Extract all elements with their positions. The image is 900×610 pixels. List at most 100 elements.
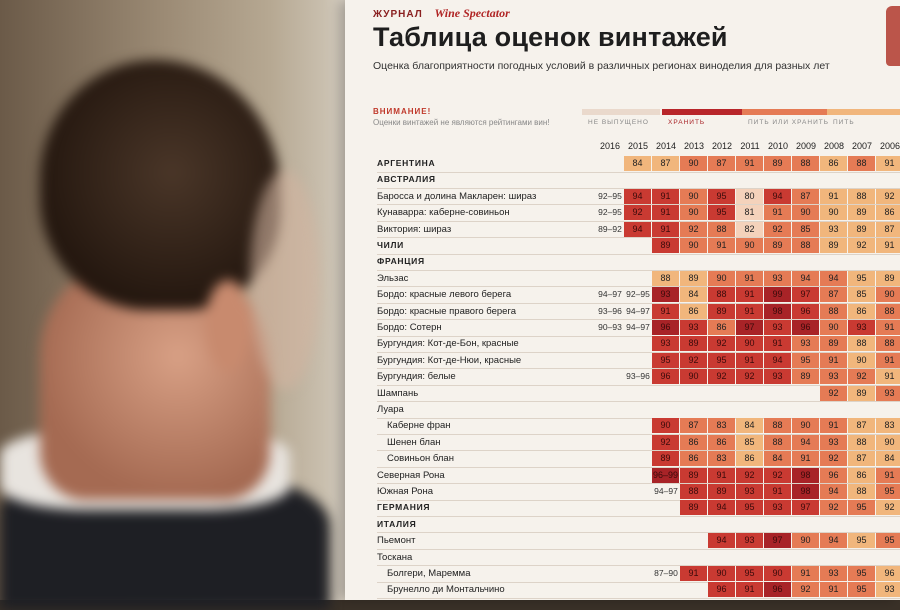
table-row: Брунелло ди Монтальчино969196929195939 [373,582,900,599]
color-legend: НЕ ВЫПУЩЕНО ХРАНИТЬ ПИТЬ ИЛИ ХРАНИТЬ ПИТЬ [582,109,900,133]
table-row: Шампань9289939 [373,385,900,403]
score-cell: 92 [764,467,791,483]
score-cell: 85 [848,287,875,303]
score-cell: 89 [764,238,791,253]
score-cell: 94 [764,188,791,204]
score-cell: 88 [652,270,679,286]
table-row: Шенен блан92868685889493889084 [373,434,900,452]
score-cell: 90 [820,205,847,221]
score-cell: 94 [792,270,819,286]
score-cell: 89–92 [598,223,622,234]
score-cell: 89 [652,238,679,253]
score-cell: 89 [680,336,707,352]
score-cell: 98 [792,467,819,483]
score-cell: 94 [764,352,791,368]
score-cell: 89 [820,238,847,253]
score-cell: 88 [764,434,791,450]
score-cell: 88 [848,434,875,450]
score-cell: 91 [820,352,847,368]
score-cell: 88 [764,418,791,434]
score-cell: 96 [652,320,679,335]
score-cell: 96 [792,303,819,319]
year-label: 2006 [879,141,900,151]
score-cell: 95 [708,188,735,204]
score-cell: 89 [876,270,900,286]
table-row: Эльзас 88 89 90 91 93 94 94 95 89 [373,270,900,288]
score-cell: 83 [876,418,900,434]
row-divider [377,351,900,353]
score-cell: 91 [652,205,679,221]
score-cell: 86 [680,303,707,319]
row-divider [377,499,900,501]
score-cell: 87 [680,418,707,434]
row-divider [377,220,900,222]
row-label: Бургундия: Кот-де-Нюи, красные [377,354,522,366]
year-label: 2016 [599,141,621,151]
score-cell: 91 [820,188,847,204]
score-cell: 92 [708,369,735,385]
score-cell: 92 [820,500,847,516]
score-cell: 92 [848,369,875,385]
score-cell: 93–96 [598,305,622,316]
score-cell: 89 [708,303,735,319]
score-cell: 94 [708,500,735,516]
score-cell: 98 [764,303,791,319]
table-row: Виктория: шираз 89–92 94 91 92 88 82 92 85 93 89 87… [373,221,900,239]
score-cell: 94 [624,221,651,237]
score-cell: 91 [652,188,679,204]
score-cell: 88 [848,188,875,204]
score-cell: 90 [652,418,679,434]
row-divider [377,417,900,419]
score-cell: 97 [792,287,819,303]
score-cell: 95 [848,270,875,286]
score-cell: 94 [624,188,651,204]
row-label: Бордо: Сотерн [377,322,442,333]
score-cell: 89 [820,336,847,352]
score-cell: 92 [624,205,651,221]
table-row: Бургундия: Кот-де-Бон, красные 93 89 92 90 91… [373,336,900,353]
score-cell: 91 [876,238,900,253]
magazine-header: ЖУРНАЛ Wine Spectator [373,6,510,21]
score-cell: 94–97 [654,486,678,496]
score-cell: 99 [764,287,791,303]
score-cell: 85 [792,221,819,237]
score-cell: 92 [680,352,707,368]
score-cell: 91 [876,369,900,385]
score-cell: 94–97 [598,289,622,300]
table-row: Луара [373,402,900,419]
year-label: 2008 [823,141,845,151]
table-row: Каберне фран90878384889091878384 [373,418,900,435]
table-row: Совиньон блан89868386849192878485 [373,451,900,468]
table-row: Бордо: красные правого берега 93–96 94–97 9… [373,303,900,321]
brand-logo: Wine Spectator [434,6,510,20]
score-cell: 86 [736,451,763,467]
score-cell: 95 [848,582,875,598]
score-cell: 92–95 [626,289,650,300]
score-cell: 90 [708,270,735,286]
score-cell: 89 [680,270,707,286]
score-cell: 88 [792,156,819,171]
row-divider [377,450,900,452]
score-cell: 96–99 [652,467,679,483]
table-row: Бордо: красные левого берега 94–97 92–95 93… [373,287,900,304]
score-cell: 94–97 [626,322,650,332]
score-cell: 91 [736,352,763,368]
score-cell: 94 [792,434,819,450]
score-cell: 95 [736,500,763,516]
year-label: 2013 [683,141,705,151]
score-cell: 92 [876,500,900,516]
score-cell: 84 [764,451,791,467]
score-cell: 95 [876,484,900,499]
row-label: Северная Рона [377,469,445,481]
score-cell: 91 [876,467,900,483]
score-cell: 90 [736,238,763,253]
score-cell: 92 [736,467,763,483]
score-cell: 92 [764,221,791,237]
score-cell: 90 [764,566,791,581]
score-cell: 93 [764,320,791,335]
score-cell: 94–97 [626,305,650,316]
year-label: 2015 [627,141,649,151]
score-cell: 93 [764,270,791,286]
score-cell: 91 [792,451,819,467]
